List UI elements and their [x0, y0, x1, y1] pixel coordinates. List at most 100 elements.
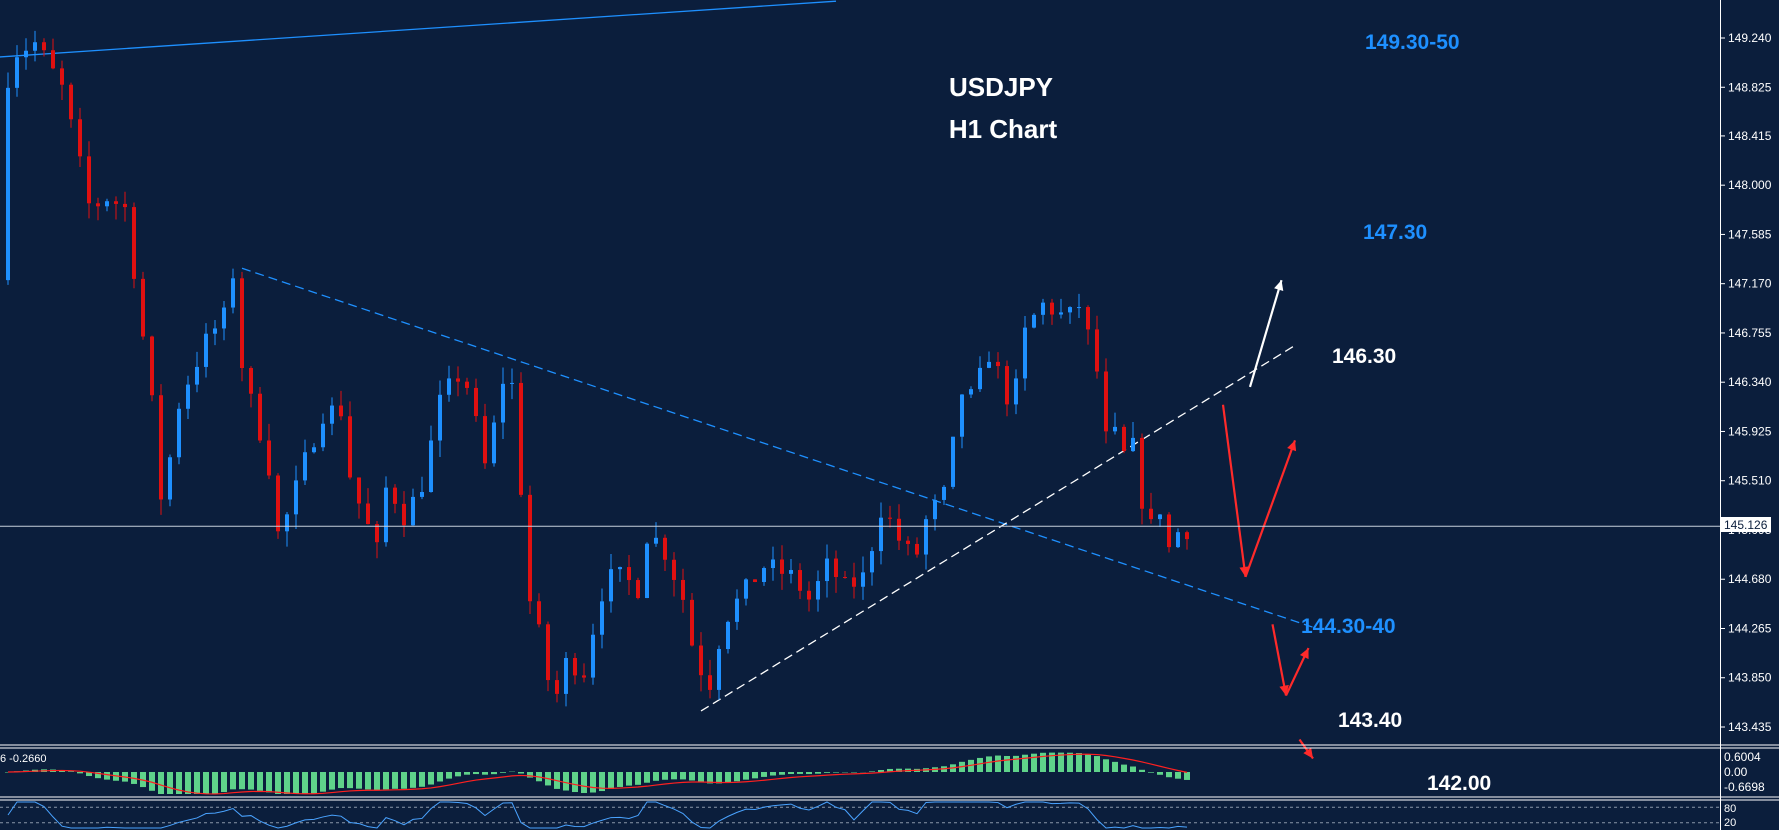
- candle-body: [807, 590, 811, 600]
- candle-body: [285, 514, 289, 532]
- scenario-arrow-line: [1248, 279, 1283, 388]
- price-axis-tick-label: 144.265: [1728, 621, 1772, 635]
- macd-histogram-bar: [788, 772, 794, 775]
- candles-layer: [6, 30, 1189, 707]
- macd-histogram-bar: [806, 772, 812, 775]
- candle-body: [681, 579, 685, 600]
- candle-body: [1023, 327, 1027, 379]
- candle-body: [312, 447, 316, 453]
- candle-body: [996, 361, 1000, 367]
- candle-body: [330, 405, 334, 424]
- candle-body: [888, 517, 892, 519]
- level-label-143-40: 143.40: [1338, 709, 1402, 732]
- macd-histogram-bar: [329, 772, 335, 790]
- candle-body: [1032, 314, 1036, 328]
- scenario-arrows-layer: [1221, 279, 1314, 760]
- candle-body: [33, 42, 37, 51]
- candle-body: [42, 42, 46, 51]
- candle-body: [672, 559, 676, 580]
- macd-histogram-bar: [257, 772, 263, 791]
- candle-body: [960, 394, 964, 437]
- macd-histogram-bar: [1103, 759, 1109, 772]
- macd-histogram-bar: [455, 772, 461, 777]
- candle-body: [447, 378, 451, 395]
- candle-body: [1077, 307, 1081, 309]
- candle-body: [816, 581, 820, 600]
- macd-histogram-bar: [1076, 753, 1082, 772]
- price-axis: 149.240 148.825 148.415 148.000 147.585 147.1…: [1720, 31, 1772, 734]
- macd-histogram-bar: [1004, 755, 1010, 772]
- macd-histogram-bar: [158, 772, 164, 794]
- candle-body: [780, 559, 784, 574]
- candle-body: [258, 393, 262, 441]
- macd-tick-bottom: -0.6698: [1724, 780, 1765, 794]
- macd-histogram-bar: [869, 771, 875, 772]
- macd-histogram-bar: [626, 772, 632, 786]
- macd-histogram-bar: [401, 772, 407, 789]
- macd-histogram-bar: [779, 772, 785, 775]
- candle-body: [384, 487, 388, 543]
- candle-body: [699, 645, 703, 676]
- candle-body: [339, 405, 343, 417]
- macd-histogram-bar: [1022, 754, 1028, 772]
- trendline-descending: [241, 267, 1323, 631]
- macd-histogram-bar: [1112, 761, 1118, 772]
- candle-body: [933, 499, 937, 520]
- candle-body: [1095, 329, 1099, 372]
- macd-histogram-bar: [824, 772, 830, 773]
- candle-body: [1176, 532, 1180, 548]
- candle-body: [510, 382, 514, 384]
- candle-body: [690, 599, 694, 646]
- candle-body: [591, 634, 595, 678]
- macd-histogram-bar: [212, 772, 218, 794]
- candle-body: [798, 570, 802, 591]
- macd-histogram-bar: [5, 772, 11, 773]
- macd-histogram-bar: [581, 772, 587, 794]
- macd-histogram-bar: [977, 757, 983, 772]
- macd-histogram-bar: [1094, 756, 1100, 772]
- price-axis-tick-label: 146.340: [1728, 375, 1772, 389]
- macd-histogram-bar: [698, 772, 704, 783]
- candle-body: [6, 87, 10, 281]
- macd-histogram-bar: [95, 772, 101, 779]
- macd-signal-line: [7, 753, 1188, 795]
- candle-body: [483, 416, 487, 464]
- macd-histogram-bar: [752, 772, 758, 779]
- macd-histogram-bar: [1049, 752, 1055, 772]
- macd-histogram-bar: [743, 772, 749, 780]
- candle-body: [528, 494, 532, 602]
- trendline-upper-long: [0, 0, 837, 58]
- price-axis-tick-label: 145.510: [1728, 474, 1772, 488]
- level-label-147-30: 147.30: [1363, 221, 1427, 244]
- candle-body: [924, 519, 928, 555]
- macd-histogram-bar: [680, 772, 686, 780]
- candle-body: [942, 486, 946, 500]
- candle-body: [753, 579, 757, 583]
- candle-body: [519, 382, 523, 495]
- chart-title-timeframe: H1 Chart: [949, 114, 1058, 144]
- macd-histogram-bar: [464, 772, 470, 775]
- macd-histogram-bar: [1184, 772, 1190, 780]
- candle-body: [1050, 302, 1054, 315]
- macd-histogram-bar: [185, 772, 191, 794]
- candle-body: [879, 517, 883, 552]
- candle-body: [1104, 371, 1108, 432]
- candle-body: [114, 201, 118, 204]
- candle-body: [645, 543, 649, 599]
- macd-histogram-bar: [383, 772, 389, 790]
- current-price-tag-label: 145.126: [1724, 518, 1768, 532]
- candle-body: [168, 457, 172, 500]
- candle-body: [654, 537, 658, 544]
- macd-histogram-bar: [662, 772, 668, 780]
- candle-body: [1122, 426, 1126, 452]
- candle-body: [789, 570, 793, 574]
- macd-histogram-bar: [482, 772, 488, 775]
- macd-histogram-bar: [1058, 752, 1064, 772]
- candle-body: [1005, 366, 1009, 405]
- candle-body: [393, 487, 397, 504]
- candle-body: [231, 278, 235, 308]
- candle-body: [249, 368, 253, 394]
- candle-body: [357, 477, 361, 504]
- macd-histogram-bar: [266, 772, 272, 793]
